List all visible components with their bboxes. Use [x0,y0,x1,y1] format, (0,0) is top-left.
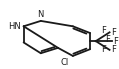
Text: F: F [113,37,118,46]
Text: F: F [102,45,106,54]
Text: HN: HN [8,22,21,31]
Text: F: F [111,45,116,54]
Text: N: N [38,10,44,19]
Text: F: F [111,28,116,37]
Text: F: F [102,26,106,35]
Text: Cl: Cl [61,58,69,67]
Text: F: F [105,35,110,44]
